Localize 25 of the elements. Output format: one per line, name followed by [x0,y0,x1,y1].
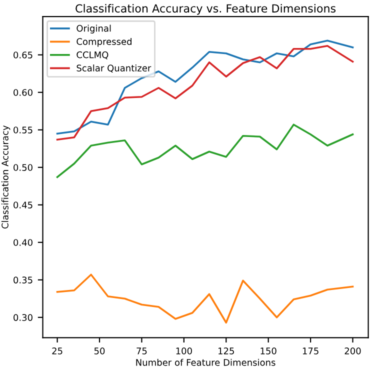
x-tick-label: 25 [52,348,62,354]
legend-label: Original [76,24,111,34]
y-tick-label: 0.65 [14,52,32,58]
x-axis-title: Number of Feature Dimensions [136,358,276,366]
y-axis-title: Classification Accuracy [1,125,10,229]
x-tick-label: 100 [176,348,192,354]
chart-title: Classification Accuracy vs. Feature Dimensions [76,4,336,15]
y-tick-label: 0.30 [14,314,32,321]
line-series [56,274,354,324]
x-tick-label: 50 [94,348,105,354]
y-tick-label: 0.40 [14,239,32,246]
y-tick-label: 0.35 [14,276,32,284]
x-tick-label: 200 [344,348,361,354]
line-series [56,124,354,178]
legend-label: Scalar Quantizer [76,64,152,73]
y-tick-label: 0.50 [14,164,32,171]
x-tick-label: 75 [136,348,147,354]
y-tick-label: 0.60 [14,89,32,96]
x-tick-label: 175 [302,348,318,354]
y-tick-label: 0.45 [14,202,32,208]
legend-label: CCLMQ [76,51,108,60]
x-tick-label: 150 [260,348,276,354]
legend-label: Compressed [76,38,132,47]
y-tick-label: 0.55 [14,126,32,134]
x-tick-label: 125 [218,348,234,354]
